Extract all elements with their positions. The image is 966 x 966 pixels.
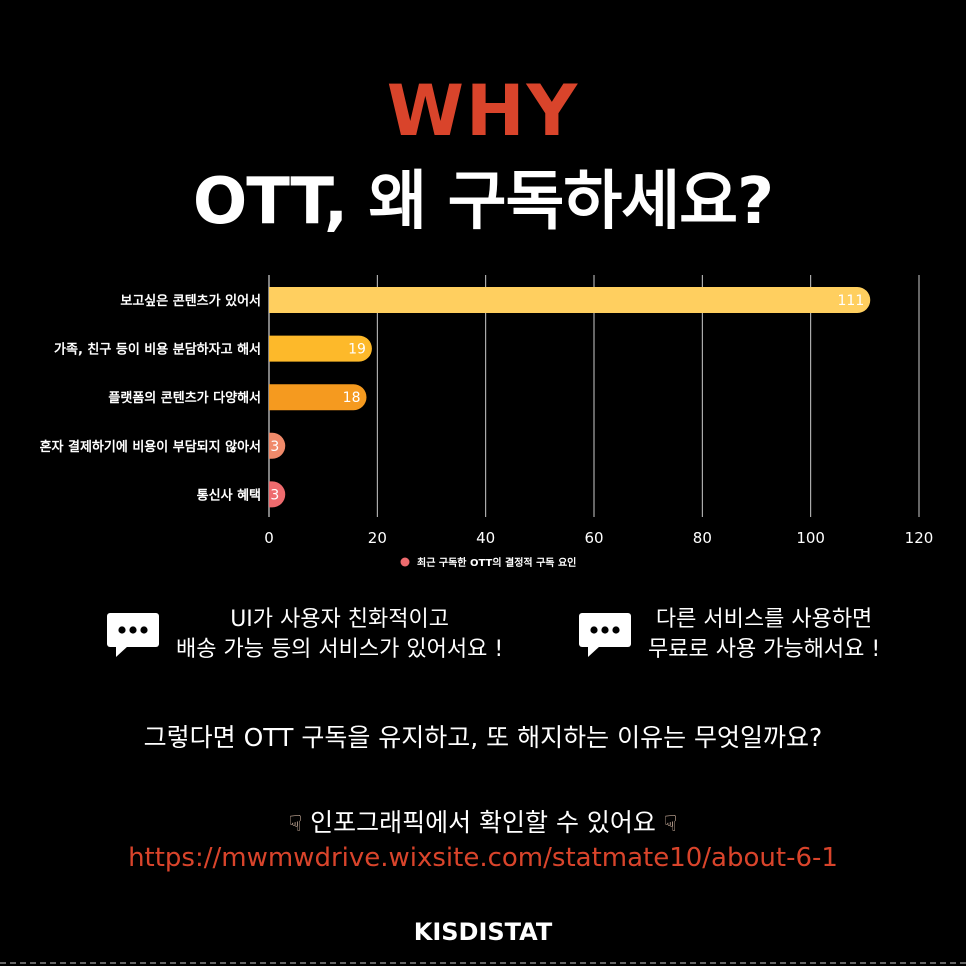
- comment-2: 다른 서비스를 사용하면 무료로 사용 가능해서요 !: [578, 605, 880, 665]
- legend-label: 최근 구독한 OTT의 결정적 구독 요인: [417, 556, 576, 569]
- speech-bubble-icon: [578, 612, 632, 658]
- x-tick-label: 60: [584, 529, 603, 547]
- x-tick-label: 80: [693, 529, 712, 547]
- category-label: 보고싶은 콘텐츠가 있어서: [120, 293, 261, 309]
- comment-1: UI가 사용자 친화적이고 배송 가능 등의 서비스가 있어서요 !: [106, 605, 503, 665]
- x-tick-label: 0: [264, 529, 274, 547]
- data-label: 111: [838, 293, 865, 309]
- legend-marker: [400, 557, 410, 567]
- speech-bubble-icon: [106, 612, 160, 658]
- x-tick-label: 20: [368, 529, 387, 547]
- page-title: OTT, 왜 구독하세요?: [192, 165, 774, 239]
- pointing-down-hand-icon: ☟: [288, 812, 303, 837]
- bar: [269, 432, 286, 459]
- data-label: 3: [270, 439, 279, 455]
- source-link[interactable]: https://mwmwdrive.wixsite.com/statmate10…: [128, 843, 838, 873]
- comment-2-line2: 무료로 사용 가능해서요 !: [648, 637, 881, 662]
- category-label: 혼자 결제하기에 비용이 부담되지 않아서: [40, 439, 261, 455]
- infographic-note-text: 인포그래픽에서 확인할 수 있어요: [310, 808, 656, 837]
- brand-logo: KISDISTAT: [413, 918, 553, 946]
- data-label: 3: [270, 487, 279, 503]
- category-label: 플랫폼의 콘텐츠가 다양해서: [108, 390, 261, 406]
- bar: [269, 335, 372, 362]
- comment-1-text: UI가 사용자 친화적이고 배송 가능 등의 서비스가 있어서요 !: [176, 605, 503, 665]
- comment-2-line1: 다른 서비스를 사용하면: [655, 607, 873, 632]
- bar: [269, 384, 367, 411]
- category-label: 통신사 혜택: [197, 487, 261, 503]
- pointing-down-hand-icon: ☟: [663, 812, 678, 837]
- category-label: 가족, 친구 등이 비용 분담하자고 해서: [54, 342, 261, 358]
- comment-1-line2: 배송 가능 등의 서비스가 있어서요 !: [176, 637, 504, 662]
- bar-chart: 0 20 40 60 80 100 120 보고싶은 콘텐츠가 있어서 111 가족, 친구 등이…: [40, 275, 934, 569]
- bar: [269, 481, 286, 508]
- header-why: WHY: [386, 70, 580, 152]
- dashed-divider: [0, 962, 966, 964]
- x-tick-label: 100: [796, 529, 825, 547]
- comment-1-line1: UI가 사용자 친화적이고: [230, 607, 449, 632]
- follow-up-question: 그렇다면 OTT 구독을 유지하고, 또 해지하는 이유는 무엇일까요?: [143, 723, 823, 752]
- infographic-note: ☟ 인포그래픽에서 확인할 수 있어요 ☟: [0, 803, 966, 839]
- bar: [269, 287, 871, 313]
- data-label: 18: [343, 390, 361, 406]
- x-tick-label: 120: [905, 529, 934, 547]
- x-tick-label: 40: [476, 529, 495, 547]
- data-label: 19: [348, 342, 366, 358]
- comment-2-text: 다른 서비스를 사용하면 무료로 사용 가능해서요 !: [648, 605, 880, 665]
